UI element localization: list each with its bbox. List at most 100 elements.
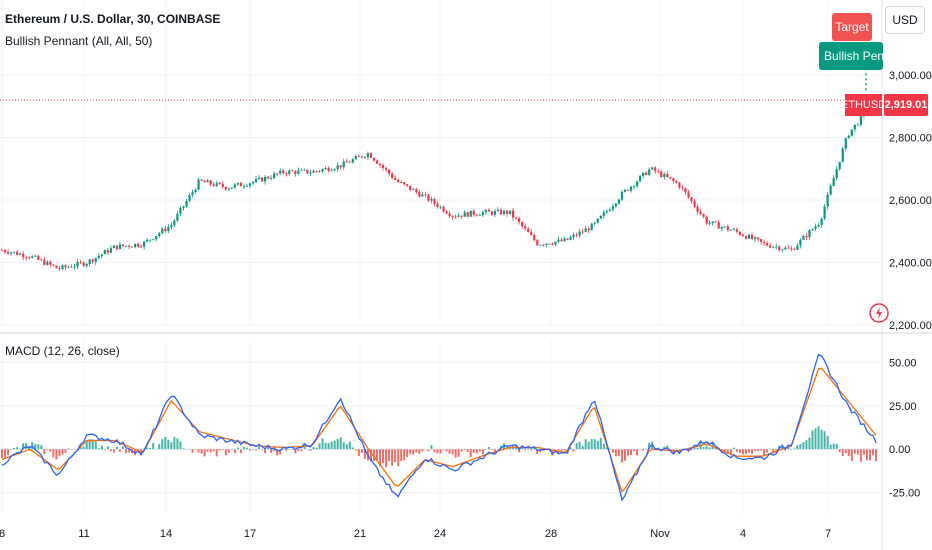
x-tick-label: 8 bbox=[0, 528, 5, 540]
candle-body bbox=[729, 229, 732, 231]
candle-body bbox=[267, 176, 270, 179]
candle-body bbox=[288, 170, 291, 174]
macd-histogram-bar bbox=[167, 439, 170, 450]
candle-body bbox=[693, 201, 696, 207]
candle-body bbox=[118, 244, 122, 249]
macd-histogram-bar bbox=[554, 449, 557, 450]
candle-body bbox=[130, 246, 134, 248]
candle-body bbox=[590, 223, 593, 231]
macd-histogram-bar bbox=[708, 447, 711, 450]
candle-body bbox=[784, 247, 787, 250]
macd-histogram-bar bbox=[25, 443, 28, 450]
candle-body bbox=[832, 178, 835, 186]
macd-histogram-bar bbox=[418, 449, 421, 454]
macd-histogram-bar bbox=[333, 440, 336, 450]
candle-body bbox=[645, 172, 648, 175]
candle-body bbox=[357, 156, 360, 158]
macd-histogram-bar bbox=[191, 449, 194, 453]
candle-body bbox=[439, 206, 442, 208]
candle-body bbox=[309, 172, 312, 174]
alert-icon[interactable] bbox=[868, 302, 890, 324]
candle-body bbox=[73, 266, 76, 268]
macd-histogram-bar bbox=[360, 449, 363, 453]
candle-body bbox=[194, 189, 197, 193]
macd-histogram-bar bbox=[351, 447, 354, 450]
macd-histogram-bar bbox=[13, 447, 16, 450]
macd-histogram-bar bbox=[445, 449, 448, 452]
candle-body bbox=[409, 185, 412, 190]
candle-body bbox=[285, 173, 288, 174]
macd-histogram-bar bbox=[100, 445, 103, 450]
candle-body bbox=[533, 234, 536, 241]
candle-body bbox=[835, 169, 838, 179]
candle-body bbox=[599, 215, 602, 219]
candle-body bbox=[257, 177, 261, 179]
candle-body bbox=[306, 169, 309, 174]
indicator-legend[interactable]: Bullish Pennant (All, All, 50) bbox=[5, 34, 153, 48]
x-tick-label: 4 bbox=[740, 528, 746, 540]
candle-body bbox=[254, 178, 258, 182]
macd-tick-label: -25.00 bbox=[889, 488, 920, 500]
macd-histogram-bar bbox=[336, 438, 339, 450]
macd-histogram-bar bbox=[587, 441, 590, 450]
macd-histogram-bar bbox=[617, 449, 620, 457]
candle-body bbox=[282, 170, 285, 174]
macd-histogram-bar bbox=[400, 449, 403, 462]
candle-body bbox=[596, 218, 599, 223]
candle-body bbox=[472, 210, 475, 215]
candle-body bbox=[457, 215, 460, 217]
macd-histogram-bar bbox=[868, 449, 871, 461]
candle-body bbox=[330, 170, 333, 172]
macd-histogram-bar bbox=[348, 441, 351, 450]
macd-histogram-bar bbox=[769, 448, 772, 450]
macd-histogram-bar bbox=[409, 449, 412, 455]
macd-histogram-bar bbox=[481, 449, 484, 455]
candle-body bbox=[318, 171, 321, 172]
candle-body bbox=[70, 266, 73, 268]
macd-histogram-bar bbox=[109, 449, 112, 452]
candle-body bbox=[790, 248, 793, 250]
candle-body bbox=[502, 210, 506, 215]
candle-body bbox=[342, 161, 345, 168]
macd-histogram-bar bbox=[856, 449, 859, 455]
macd-histogram-bar bbox=[602, 443, 605, 450]
candle-body bbox=[581, 231, 584, 233]
candle-body bbox=[91, 259, 94, 262]
macd-histogram-bar bbox=[430, 445, 433, 450]
signal-line bbox=[1, 367, 877, 493]
candle-body bbox=[593, 222, 596, 224]
candle-body bbox=[566, 238, 569, 240]
candle-body bbox=[744, 236, 748, 239]
candle-body bbox=[572, 234, 575, 238]
candle-body bbox=[22, 253, 25, 258]
candle-body bbox=[787, 247, 790, 249]
candle-body bbox=[206, 180, 209, 183]
macd-histogram-bar bbox=[744, 449, 747, 455]
candle-body bbox=[747, 234, 751, 239]
candle-body bbox=[300, 169, 303, 171]
candle-body bbox=[651, 167, 654, 170]
macd-histogram-bar bbox=[245, 447, 248, 450]
macd-histogram-bar bbox=[732, 447, 735, 450]
currency-button[interactable]: USD bbox=[885, 6, 925, 34]
macd-histogram-bar bbox=[73, 449, 76, 450]
candle-body bbox=[750, 234, 754, 239]
macd-histogram-bar bbox=[696, 447, 699, 450]
macd-histogram-bar bbox=[539, 449, 542, 453]
macd-histogram-bar bbox=[672, 449, 675, 455]
macd-histogram-bar bbox=[291, 449, 294, 450]
macd-legend[interactable]: MACD (12, 26, close) bbox=[5, 344, 120, 358]
candle-body bbox=[496, 209, 500, 212]
macd-histogram-bar bbox=[164, 436, 167, 450]
candle-body bbox=[291, 170, 294, 172]
macd-histogram-bar bbox=[784, 449, 787, 451]
candle-body bbox=[859, 115, 862, 125]
macd-histogram-bar bbox=[832, 443, 835, 450]
candle-body bbox=[632, 186, 636, 187]
macd-histogram-bar bbox=[669, 449, 672, 451]
candle-body bbox=[52, 264, 55, 266]
macd-histogram-bar bbox=[82, 446, 85, 450]
macd-histogram-bar bbox=[853, 449, 856, 454]
macd-histogram-bar bbox=[394, 449, 397, 462]
